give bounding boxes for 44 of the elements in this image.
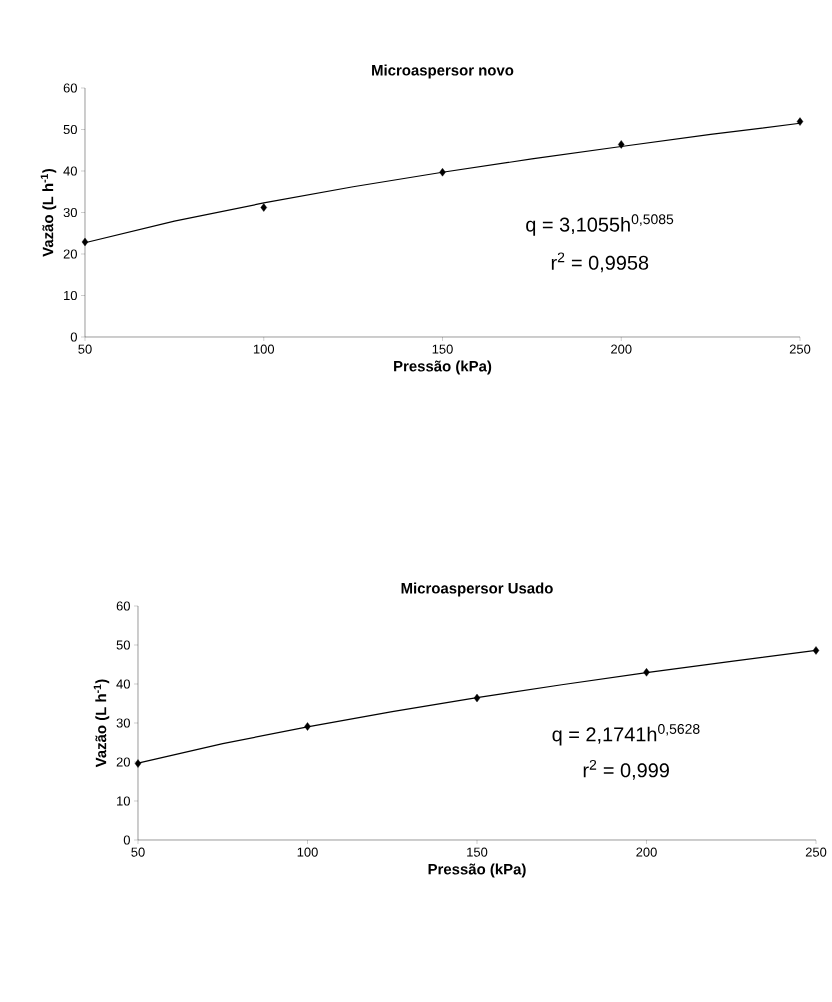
y-tick-label: 0 (70, 332, 77, 342)
x-tick-label: 250 (789, 344, 811, 354)
x-tick-label: 150 (432, 344, 453, 354)
annotation: r$^{2}$ = 0,9958 (551, 252, 649, 273)
x-tick-label: 50 (78, 344, 92, 354)
y-tick-label: 20 (116, 757, 130, 767)
y-tick-label: 50 (63, 124, 77, 135)
y-axis-title: Vazão (L h$^{-1}$) (93, 679, 110, 768)
chart-title: Microaspersor Usado (401, 582, 553, 597)
point (439, 168, 446, 177)
y-tick-label: 50 (116, 640, 130, 650)
point (260, 203, 267, 212)
annotation: q = 2,1741h$^{0,5628}$ (552, 724, 700, 746)
x-tick-label: 200 (611, 344, 632, 354)
y-tick-label: 10 (64, 290, 77, 301)
y-tick-label: 30 (116, 718, 130, 728)
point (643, 668, 650, 677)
point (812, 646, 820, 655)
x-tick-label: 50 (131, 847, 145, 857)
annotation: r$^{2}$ = 0,999 (583, 759, 669, 780)
point (618, 140, 625, 149)
chart-title: Microaspersor novo (372, 64, 514, 79)
x-tick-label: 150 (467, 847, 488, 857)
x-tick-label: 100 (297, 847, 318, 857)
x-tick-label: 250 (805, 847, 827, 857)
y-tick-label: 20 (63, 249, 77, 259)
x-tick-label: 200 (636, 847, 657, 857)
y-tick-label: 60 (63, 83, 77, 93)
y-tick-label: 60 (116, 601, 130, 611)
x-axis-title: Pressão (kPa) (394, 360, 492, 375)
x-axis-title: Pressão (kPa) (428, 863, 526, 878)
y-tick-label: 0 (123, 835, 130, 845)
x-tick-label: 100 (253, 344, 275, 354)
y-tick-label: 40 (63, 166, 77, 176)
point (473, 693, 481, 703)
point (796, 117, 804, 126)
y-tick-label: 40 (116, 679, 130, 689)
annotation: q = 3,1055h$^{0,5085}$ (526, 214, 674, 236)
point (304, 722, 311, 731)
point (134, 759, 142, 768)
y-axis-title: Vazão (L h$^{-1}$) (40, 168, 57, 257)
y-tick-label: 30 (63, 207, 77, 218)
point (81, 237, 89, 247)
y-tick-label: 10 (117, 796, 130, 806)
